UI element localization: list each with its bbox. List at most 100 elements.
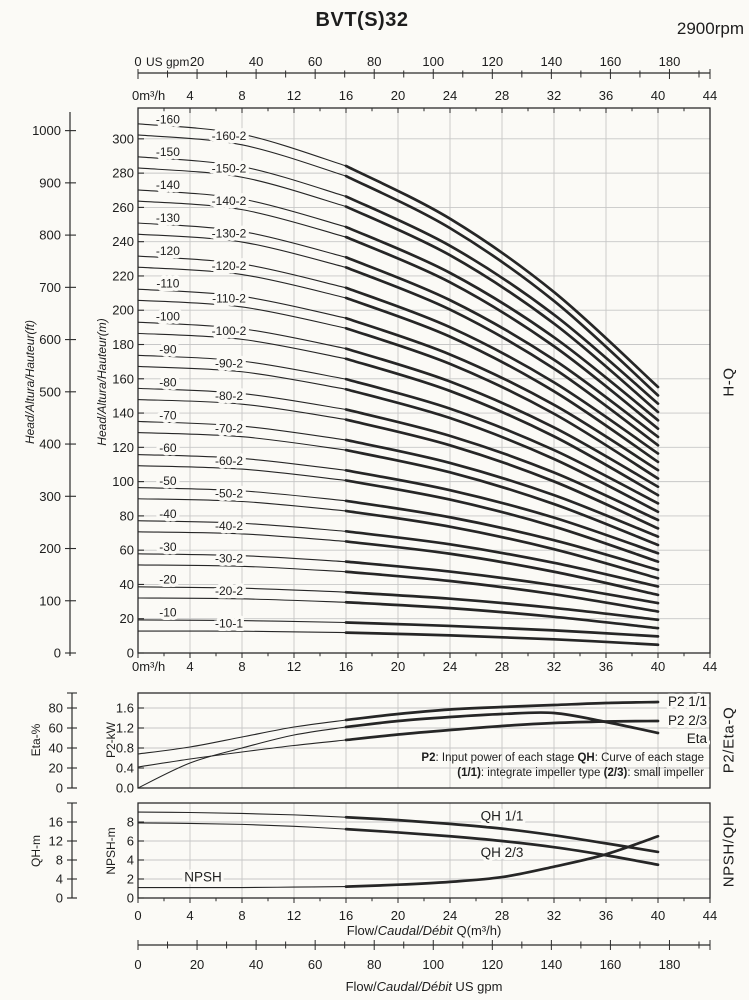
curve--70-2-bold [344, 448, 660, 547]
curve-label--30-2: -30-2 [215, 552, 243, 566]
curve--20-2-bold [344, 600, 660, 630]
axis-title-npsh: NPSH-m [104, 827, 118, 875]
curve-label--60: -60 [159, 441, 177, 455]
curve-Eta-bold [344, 711, 660, 735]
curve--130-bold [344, 255, 660, 439]
curve--150-2-bold [344, 205, 660, 414]
axis-title-p2: P2-kW [104, 722, 118, 758]
curve-Eta-thin [137, 726, 347, 789]
y-tick-label-npsh: 2 [127, 872, 134, 887]
curve-label--160-2: -160-2 [212, 129, 247, 143]
y-tick-label-kw: 0.8 [116, 741, 134, 756]
curve-label--40: -40 [159, 507, 177, 521]
legend-note-line2: (1/1): integrate impeller type (2/3): sm… [457, 767, 704, 779]
y-tick-label-ft: 600 [39, 332, 61, 347]
x-axis-title-gpm: Flow/Caudal/Débit US gpm [346, 979, 503, 994]
curve--40-2-thin [137, 531, 347, 542]
curve--30-2-bold [344, 570, 660, 613]
gpm-tick-label: 180 [659, 54, 681, 69]
curve--50-2-thin [137, 498, 347, 512]
curve-P2-2-3-thin [137, 739, 347, 768]
curve--150-thin [137, 156, 347, 197]
curve--20-bold [344, 590, 660, 622]
y-tick-label-ft: 400 [39, 437, 61, 452]
y-tick-label-m: 120 [112, 440, 134, 455]
curve--80-2-bold [344, 418, 660, 530]
curve--110-2-thin [137, 299, 347, 329]
y-tick-label-kw: 1.2 [116, 721, 134, 736]
curve-label--70: -70 [159, 408, 177, 422]
curve-label--130: -130 [156, 211, 180, 225]
gpm-tick-label: 180 [659, 957, 681, 972]
x-tick-label: 44 [703, 908, 717, 923]
x-tick-label: 36 [599, 88, 613, 103]
curve--10-bold [344, 621, 660, 638]
y-tick-label-npsh: 0 [127, 891, 134, 906]
side-label-p2eta: P2/Eta-Q [720, 706, 738, 774]
y-tick-label-ft: 800 [39, 228, 61, 243]
y-tick-label-m: 200 [112, 303, 134, 318]
y-tick-label-ft: 300 [39, 489, 61, 504]
curve-label--50-2: -50-2 [215, 487, 243, 501]
curve-label--80: -80 [159, 375, 177, 389]
curve--90-2-bold [344, 387, 660, 514]
flow-gpm-title-italic: Caudal/Débit [376, 979, 452, 994]
y-tick-label-kw: 0.4 [116, 761, 134, 776]
curve--140-2-bold [344, 235, 660, 431]
y-tick-label-ft: 100 [39, 593, 61, 608]
top-gpm-axis: 0 20 40 60 80 100 120 140 160 180 US gpm [134, 54, 711, 79]
curve--130-thin [137, 222, 347, 258]
y-tick-label-m: 140 [112, 406, 134, 421]
curve-label--140-2: -140-2 [212, 194, 247, 208]
curve-label-QH-2-3: QH 2/3 [481, 845, 524, 860]
gpm-tick-label: 140 [541, 957, 563, 972]
curve--60-thin [137, 453, 347, 471]
p2-eta-chart: 0.0 0.4 0.8 1.2 1.6 [116, 692, 711, 796]
y-tick-label-qh: 8 [56, 853, 63, 868]
curve--140-2-thin [137, 200, 347, 238]
gpm-tick-label: 120 [481, 54, 503, 69]
axis-title-head-ft: Head/Altura/Hauteur(ft) [23, 319, 37, 445]
x-tick-label: 44 [703, 659, 717, 674]
curve--50-thin [137, 487, 347, 502]
y-tick-label-kw: 1.6 [116, 701, 134, 716]
y-tick-label-ft: 1000 [32, 123, 61, 138]
flow-title-italic: Caudal/Débit [377, 923, 453, 938]
y-tick-label-m: 20 [120, 611, 134, 626]
x-tick-label: 28 [495, 88, 509, 103]
legend-note-line1: P2: Input power of each stage QH: Curve … [421, 752, 704, 764]
x-tick-label: 32 [547, 908, 561, 923]
flow-title-post: Q(m³/h) [452, 923, 502, 938]
curve--100-thin [137, 321, 347, 350]
curve-label--50: -50 [159, 474, 177, 488]
curve-label--120: -120 [156, 244, 180, 258]
curve--120-2-bold [344, 296, 660, 464]
curve-label--80-2: -80-2 [215, 389, 243, 403]
y-tick-label-qh: 0 [56, 891, 63, 906]
y-tick-label-m: 60 [120, 543, 134, 558]
hq-curves: -10 -10-1 -20 -20-2 -30 -30-2 -40 -40-2 -50 -50-2… [137, 109, 660, 647]
curve--150-bold [344, 195, 660, 405]
curve--30-bold [344, 560, 660, 605]
curve-label-QH-1-1: QH 1/1 [481, 809, 524, 824]
curve-label--90: -90 [159, 342, 177, 356]
x-tick-label: 0m³/h [132, 88, 165, 103]
curve--60-2-bold [344, 479, 660, 563]
x-tick-label: 8 [238, 659, 245, 674]
gpm-tick-label: 80 [367, 957, 381, 972]
axis-title-eta: Eta-% [29, 723, 43, 757]
curve--150-2-thin [137, 167, 347, 208]
npsh-qh-curves: QH 1/1 QH 2/3 NPSH [137, 806, 660, 889]
y-tick-label-qh: 16 [49, 815, 63, 830]
gpm-tick-label: 140 [541, 54, 563, 69]
curve-label--150-2: -150-2 [212, 162, 247, 176]
curve--60-2-thin [137, 465, 347, 481]
x-tick-label: 28 [495, 659, 509, 674]
flow-gpm-title-pre: Flow/ [345, 979, 377, 994]
y-tick-label-eta: 0 [56, 781, 63, 796]
curve-label--10-1: -10-1 [215, 617, 243, 631]
curve--140-thin [137, 189, 347, 228]
y-tick-label-m: 260 [112, 200, 134, 215]
